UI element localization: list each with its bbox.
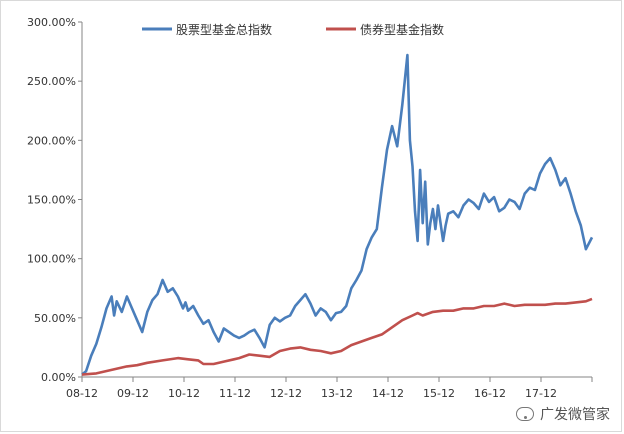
y-tick-label: 0.00% — [41, 371, 76, 384]
x-tick-label: 10-12 — [168, 387, 200, 400]
legend-label: 股票型基金总指数 — [176, 22, 272, 37]
y-tick-label: 250.00% — [27, 75, 76, 88]
watermark-text: 广发微管家 — [540, 407, 610, 423]
x-tick-label: 17-12 — [525, 387, 557, 400]
wechat-icon — [516, 407, 534, 421]
y-tick-label: 100.00% — [27, 253, 76, 266]
x-tick-label: 12-12 — [270, 387, 302, 400]
y-tick-label: 300.00% — [27, 16, 76, 29]
x-tick-label: 13-12 — [321, 387, 353, 400]
series-line — [81, 53, 594, 376]
x-tick-label: 11-12 — [219, 387, 251, 400]
axes: 0.00% 50.00% 100.00% 150.00% 200.00% 250.00% 3… — [27, 16, 593, 400]
series-lines — [81, 53, 594, 376]
legend-label: 债券型基金指数 — [360, 22, 444, 37]
series-line — [81, 297, 593, 376]
x-tick-label: 08-12 — [66, 387, 98, 400]
x-tick-label: 14-12 — [372, 387, 404, 400]
legend: 股票型基金总指数 债券型基金指数 — [142, 22, 444, 37]
y-tick-label: 200.00% — [27, 134, 76, 147]
watermark: 广发微管家 — [516, 404, 610, 424]
y-tick-label: 50.00% — [34, 312, 76, 325]
y-tick-label: 150.00% — [27, 194, 76, 207]
x-tick-label: 16-12 — [474, 387, 506, 400]
x-tick-label: 15-12 — [423, 387, 455, 400]
x-tick-label: 09-12 — [117, 387, 149, 400]
